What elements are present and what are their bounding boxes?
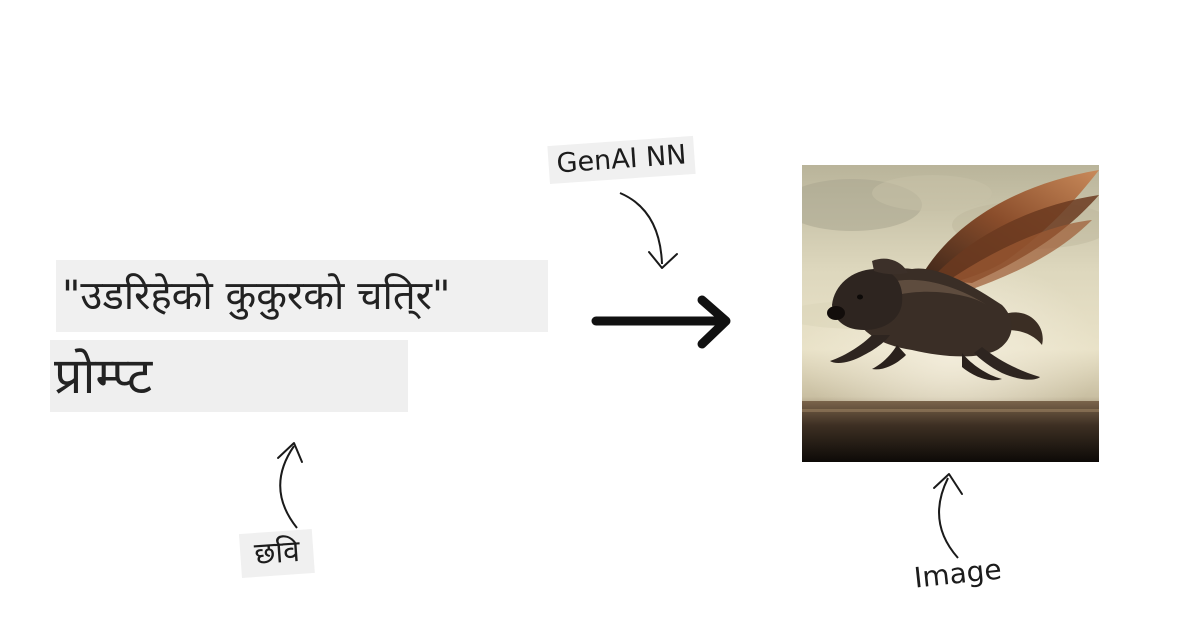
image-label: Image — [912, 552, 1004, 595]
prompt-quote-text: "उडरिहेको कुकुरको चति्र" — [56, 260, 548, 332]
image-curved-arrow-icon — [933, 473, 963, 559]
generated-image — [802, 165, 1099, 462]
winged-dog-icon — [802, 165, 1099, 462]
prompt-label: प्रोम्प्ट — [50, 340, 408, 412]
main-arrow-icon — [591, 295, 731, 349]
genai-nn-label: GenAI NN — [547, 135, 696, 184]
input-curved-arrow-icon — [277, 442, 303, 529]
genai-curved-arrow-icon — [619, 192, 678, 269]
input-label: छवि — [238, 528, 316, 578]
